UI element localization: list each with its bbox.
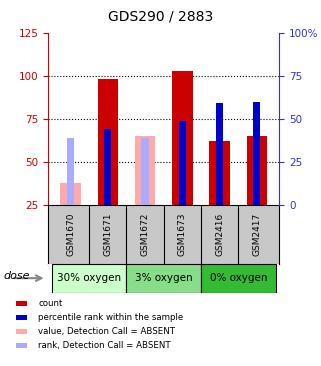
Text: 3% oxygen: 3% oxygen	[135, 273, 193, 283]
Bar	[216, 104, 223, 205]
Text: 30% oxygen: 30% oxygen	[57, 273, 121, 283]
Text: rank, Detection Call = ABSENT: rank, Detection Call = ABSENT	[38, 341, 171, 350]
Bar	[179, 121, 186, 205]
Bar	[209, 141, 230, 205]
Text: GSM2416: GSM2416	[215, 213, 224, 256]
Text: dose: dose	[3, 271, 30, 281]
Bar	[16, 315, 27, 320]
Bar	[172, 71, 193, 205]
Bar	[67, 138, 74, 205]
Text: GSM2417: GSM2417	[252, 213, 261, 256]
Text: value, Detection Call = ABSENT: value, Detection Call = ABSENT	[38, 327, 175, 336]
Bar	[135, 136, 155, 205]
Bar	[52, 264, 126, 293]
Bar	[16, 301, 27, 306]
Text: GSM1673: GSM1673	[178, 213, 187, 256]
Text: GDS290 / 2883: GDS290 / 2883	[108, 10, 213, 24]
Bar	[60, 183, 81, 205]
Text: GSM1671: GSM1671	[103, 213, 112, 256]
Text: 0% oxygen: 0% oxygen	[210, 273, 267, 283]
Bar	[104, 129, 111, 205]
Bar	[142, 138, 149, 205]
Text: GSM1670: GSM1670	[66, 213, 75, 256]
Bar	[16, 343, 27, 348]
Bar	[201, 264, 275, 293]
Bar	[126, 264, 201, 293]
Bar	[247, 136, 267, 205]
Text: GSM1672: GSM1672	[141, 213, 150, 256]
Bar	[253, 102, 261, 205]
Text: count: count	[38, 299, 63, 308]
Text: percentile rank within the sample: percentile rank within the sample	[38, 313, 183, 322]
Bar	[98, 79, 118, 205]
Bar	[16, 329, 27, 334]
